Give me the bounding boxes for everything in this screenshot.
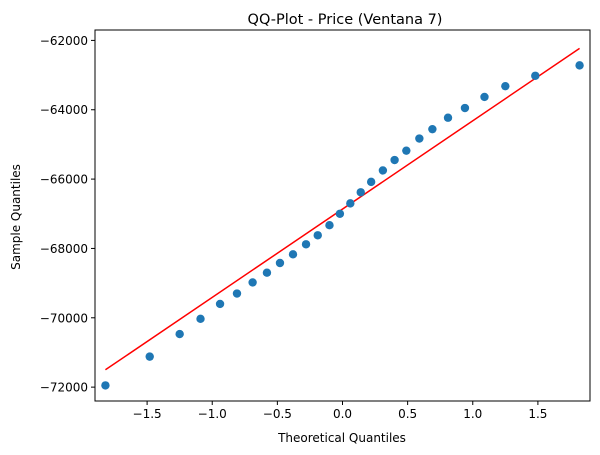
data-point xyxy=(232,289,242,298)
chart-title: QQ-Plot - Price (Ventana 7) xyxy=(248,12,443,28)
reference-line xyxy=(105,47,580,371)
data-point xyxy=(575,61,584,70)
y-tick-label: −72000 xyxy=(40,381,88,395)
data-point xyxy=(402,146,411,155)
data-point xyxy=(325,221,334,230)
x-tick-label: 1.0 xyxy=(463,407,482,421)
data-point xyxy=(443,113,453,122)
data-point xyxy=(501,81,510,91)
data-point xyxy=(366,177,376,187)
y-axis-label: Sample Quantiles xyxy=(9,164,23,270)
x-tick-label: 0.5 xyxy=(398,407,417,421)
data-point xyxy=(428,124,437,134)
y-tick-label: −70000 xyxy=(40,311,88,325)
y-tick-label: −64000 xyxy=(40,103,88,117)
data-point xyxy=(175,329,184,339)
points-layer xyxy=(101,61,584,390)
data-point xyxy=(301,240,311,249)
x-tick-label: −1.5 xyxy=(133,407,162,421)
x-tick-label: −0.5 xyxy=(263,407,292,421)
data-point xyxy=(313,231,322,240)
x-axis-label: Theoretical Quantiles xyxy=(277,431,406,445)
data-point xyxy=(145,352,154,361)
y-tick-label: −68000 xyxy=(40,242,88,256)
data-point xyxy=(346,199,355,208)
data-point xyxy=(101,381,110,390)
data-point xyxy=(288,250,298,259)
data-point xyxy=(262,268,272,277)
data-point xyxy=(390,155,399,165)
data-point xyxy=(460,103,470,113)
data-point xyxy=(196,314,205,324)
x-tick-label: 0.0 xyxy=(333,407,352,421)
y-tick-label: −66000 xyxy=(40,173,88,187)
data-point xyxy=(275,258,285,268)
x-tick-label: −1.0 xyxy=(198,407,227,421)
data-point xyxy=(335,209,345,218)
reference-line-layer xyxy=(105,47,580,371)
x-tick-label: 1.5 xyxy=(528,407,547,421)
data-point xyxy=(215,299,225,309)
data-point xyxy=(356,188,365,197)
y-tick-label: −62000 xyxy=(40,34,88,48)
data-point xyxy=(415,134,424,143)
y-axis-ticks: −72000 −70000 −68000 −66000 −64000 −62000 xyxy=(40,34,95,395)
data-point xyxy=(378,166,388,175)
data-point xyxy=(248,278,257,287)
data-point xyxy=(531,71,540,80)
data-point xyxy=(480,92,489,102)
x-axis-ticks: −1.5 −1.0 −0.5 0.0 0.5 1.0 1.5 xyxy=(133,401,547,421)
